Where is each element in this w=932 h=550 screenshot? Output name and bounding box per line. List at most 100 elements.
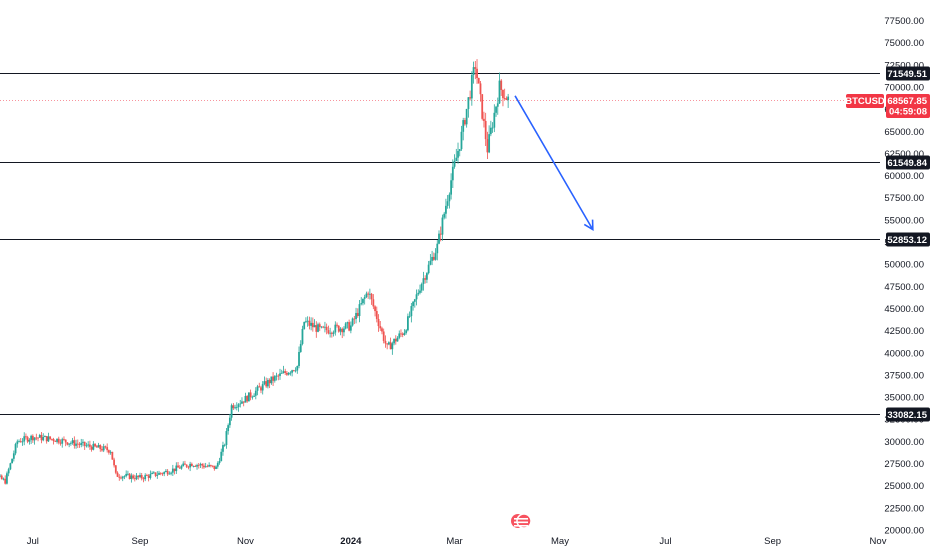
candle[interactable] [387, 341, 390, 346]
candle[interactable] [75, 439, 77, 449]
candle[interactable] [61, 437, 64, 448]
candle[interactable] [315, 321, 318, 338]
candle[interactable] [159, 472, 162, 476]
candle[interactable] [311, 317, 314, 332]
candle[interactable] [424, 275, 427, 284]
candle[interactable] [109, 450, 112, 455]
candle[interactable] [0, 474, 3, 480]
candle[interactable] [495, 105, 497, 117]
candle[interactable] [71, 437, 74, 445]
candle[interactable] [498, 72, 501, 105]
candle[interactable] [156, 471, 159, 479]
candle[interactable] [270, 376, 273, 385]
candle[interactable] [85, 442, 88, 448]
candle[interactable] [301, 325, 304, 346]
candle[interactable] [170, 471, 173, 476]
candle[interactable] [225, 428, 228, 449]
candle[interactable] [400, 329, 402, 338]
candle[interactable] [104, 445, 107, 449]
candle[interactable] [306, 316, 309, 327]
candle[interactable] [204, 462, 207, 468]
candle[interactable] [479, 80, 482, 102]
candle[interactable] [484, 112, 487, 147]
candle[interactable] [313, 319, 316, 328]
candle[interactable] [209, 464, 212, 468]
candle[interactable] [18, 439, 20, 443]
candle[interactable] [429, 254, 432, 266]
candle[interactable] [405, 328, 408, 335]
candle[interactable] [25, 433, 27, 440]
candle[interactable] [286, 370, 288, 377]
candle[interactable] [242, 401, 245, 407]
candle[interactable] [102, 443, 105, 453]
candle[interactable] [83, 441, 86, 450]
candle[interactable] [216, 461, 219, 469]
candle[interactable] [132, 474, 134, 480]
candle[interactable] [292, 369, 295, 372]
candle[interactable] [483, 111, 485, 128]
candle[interactable] [241, 397, 243, 404]
candle[interactable] [375, 306, 378, 323]
candle[interactable] [21, 438, 24, 446]
candle[interactable] [106, 443, 109, 453]
candle[interactable] [303, 321, 306, 330]
candle[interactable] [330, 331, 333, 338]
candle[interactable] [401, 332, 404, 338]
candle[interactable] [432, 252, 435, 261]
candle[interactable] [2, 477, 5, 481]
candle[interactable] [467, 97, 470, 118]
candle[interactable] [118, 474, 121, 481]
candle[interactable] [336, 322, 338, 328]
candle[interactable] [146, 473, 148, 476]
candle[interactable] [256, 384, 259, 396]
candle[interactable] [327, 325, 330, 335]
candle[interactable] [218, 457, 221, 465]
candle[interactable] [40, 431, 43, 444]
candle[interactable] [438, 230, 440, 245]
candle[interactable] [372, 294, 375, 310]
candle[interactable] [9, 462, 12, 471]
candle[interactable] [97, 442, 100, 448]
candle[interactable] [491, 122, 494, 133]
candle[interactable] [377, 314, 380, 332]
candle[interactable] [63, 436, 65, 441]
candle[interactable] [47, 432, 50, 442]
candle[interactable] [324, 321, 326, 333]
candle[interactable] [502, 89, 504, 107]
candle[interactable] [56, 438, 58, 444]
candle[interactable] [337, 325, 340, 333]
candle[interactable] [163, 471, 166, 477]
candle[interactable] [476, 59, 478, 84]
candle[interactable] [184, 460, 186, 465]
candle[interactable] [341, 327, 344, 339]
candle[interactable] [45, 435, 48, 444]
candle[interactable] [90, 445, 93, 452]
candle[interactable] [472, 61, 475, 84]
candle[interactable] [215, 465, 217, 470]
candle[interactable] [137, 475, 140, 480]
candle[interactable] [481, 94, 484, 121]
candle[interactable] [180, 464, 183, 470]
candle[interactable] [194, 464, 197, 467]
candle[interactable] [0, 473, 1, 478]
candle[interactable] [355, 307, 357, 324]
candle[interactable] [488, 125, 491, 154]
candle[interactable] [66, 442, 69, 446]
candle[interactable] [127, 470, 129, 476]
candle[interactable] [356, 308, 359, 318]
candle[interactable] [165, 469, 167, 473]
candle[interactable] [455, 148, 458, 162]
candle[interactable] [201, 463, 204, 469]
candle[interactable] [94, 443, 96, 448]
candle[interactable] [445, 198, 447, 219]
candle[interactable] [49, 436, 52, 441]
candle[interactable] [19, 438, 22, 443]
candle[interactable] [365, 291, 368, 299]
candle[interactable] [460, 125, 463, 151]
candle[interactable] [14, 442, 17, 456]
candle[interactable] [386, 343, 389, 350]
candle[interactable] [6, 471, 8, 485]
candle[interactable] [64, 439, 67, 447]
candle[interactable] [37, 437, 39, 442]
candle[interactable] [33, 437, 36, 445]
